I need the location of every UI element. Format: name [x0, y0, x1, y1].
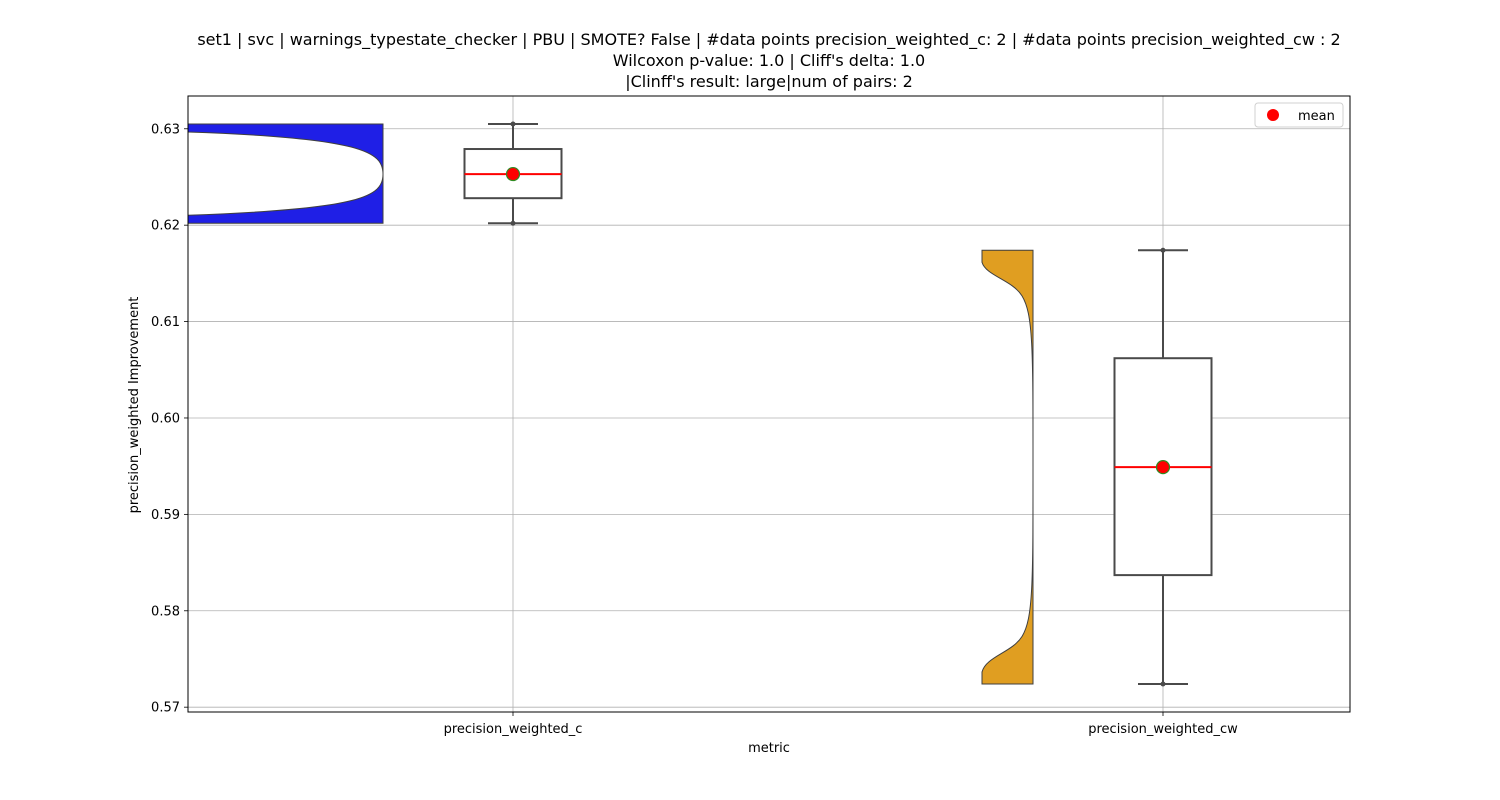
legend-box — [1254, 102, 1344, 128]
legend-mean-marker — [1267, 109, 1279, 121]
y-tick-label: 0.62 — [151, 219, 180, 234]
data-point-cw — [1160, 247, 1166, 253]
chart-title-line-1: set1 | svc | warnings_typestate_checker … — [197, 30, 1341, 49]
data-point-cw — [1160, 681, 1166, 687]
chart-title-line-2: Wilcoxon p-value: 1.0 | Cliff's delta: 1… — [612, 51, 926, 70]
y-tick-label: 0.63 — [151, 122, 180, 137]
data-point-c — [510, 121, 516, 127]
violin-precision-weighted-c — [187, 123, 384, 224]
legend-mean-label: mean — [1298, 109, 1335, 124]
x-tick-label: precision_weighted_c — [444, 722, 583, 737]
y-tick-label: 0.60 — [151, 411, 180, 426]
mean-marker-cw — [1155, 460, 1171, 475]
data-point-c — [510, 220, 516, 226]
chart-title-line-3: |Clinff's result: large|num of pairs: 2 — [625, 72, 913, 91]
mean-marker-c — [505, 166, 521, 182]
plot-frame — [187, 95, 1351, 713]
y-tick-label: 0.61 — [151, 315, 180, 330]
y-axis-label: precision_weighted Improvement — [127, 297, 142, 514]
x-axis-label: metric — [748, 741, 790, 756]
y-tick-label: 0.58 — [151, 604, 180, 619]
x-tick-label: precision_weighted_cw — [1088, 722, 1238, 737]
violin-precision-weighted-cw — [981, 249, 1034, 685]
y-tick-label: 0.57 — [151, 701, 180, 716]
y-tick-label: 0.59 — [151, 508, 180, 523]
